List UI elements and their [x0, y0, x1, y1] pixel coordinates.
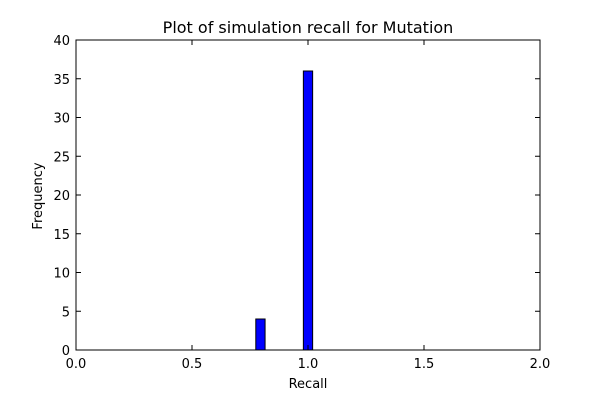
x-tick-label: 1.0 [298, 357, 319, 372]
y-axis-label: Frequency [31, 162, 46, 229]
y-tick-label: 15 [53, 228, 70, 243]
y-tick-label: 35 [53, 73, 70, 88]
x-tick-label: 0.5 [182, 357, 203, 372]
chart-title: Plot of simulation recall for Mutation [163, 18, 454, 37]
x-axis-label: Recall [289, 377, 328, 392]
y-tick-label: 20 [53, 189, 70, 204]
y-tick-label: 30 [53, 112, 70, 127]
plot-area: 0.0 0.5 1.0 1.5 2.0 0 5 10 15 20 25 30 35 40 [53, 34, 550, 372]
y-tick-label: 25 [53, 150, 70, 165]
histogram-bar-1 [255, 318, 266, 351]
y-tick-label: 5 [62, 305, 70, 320]
y-tick-label: 0 [62, 344, 70, 359]
x-tick-label: 2.0 [530, 357, 551, 372]
x-tick-label: 0.0 [66, 357, 87, 372]
y-tick-label: 10 [53, 267, 70, 282]
x-tick-label: 1.5 [414, 357, 435, 372]
histogram-bar-2 [302, 70, 314, 351]
y-tick-label: 40 [53, 34, 70, 49]
